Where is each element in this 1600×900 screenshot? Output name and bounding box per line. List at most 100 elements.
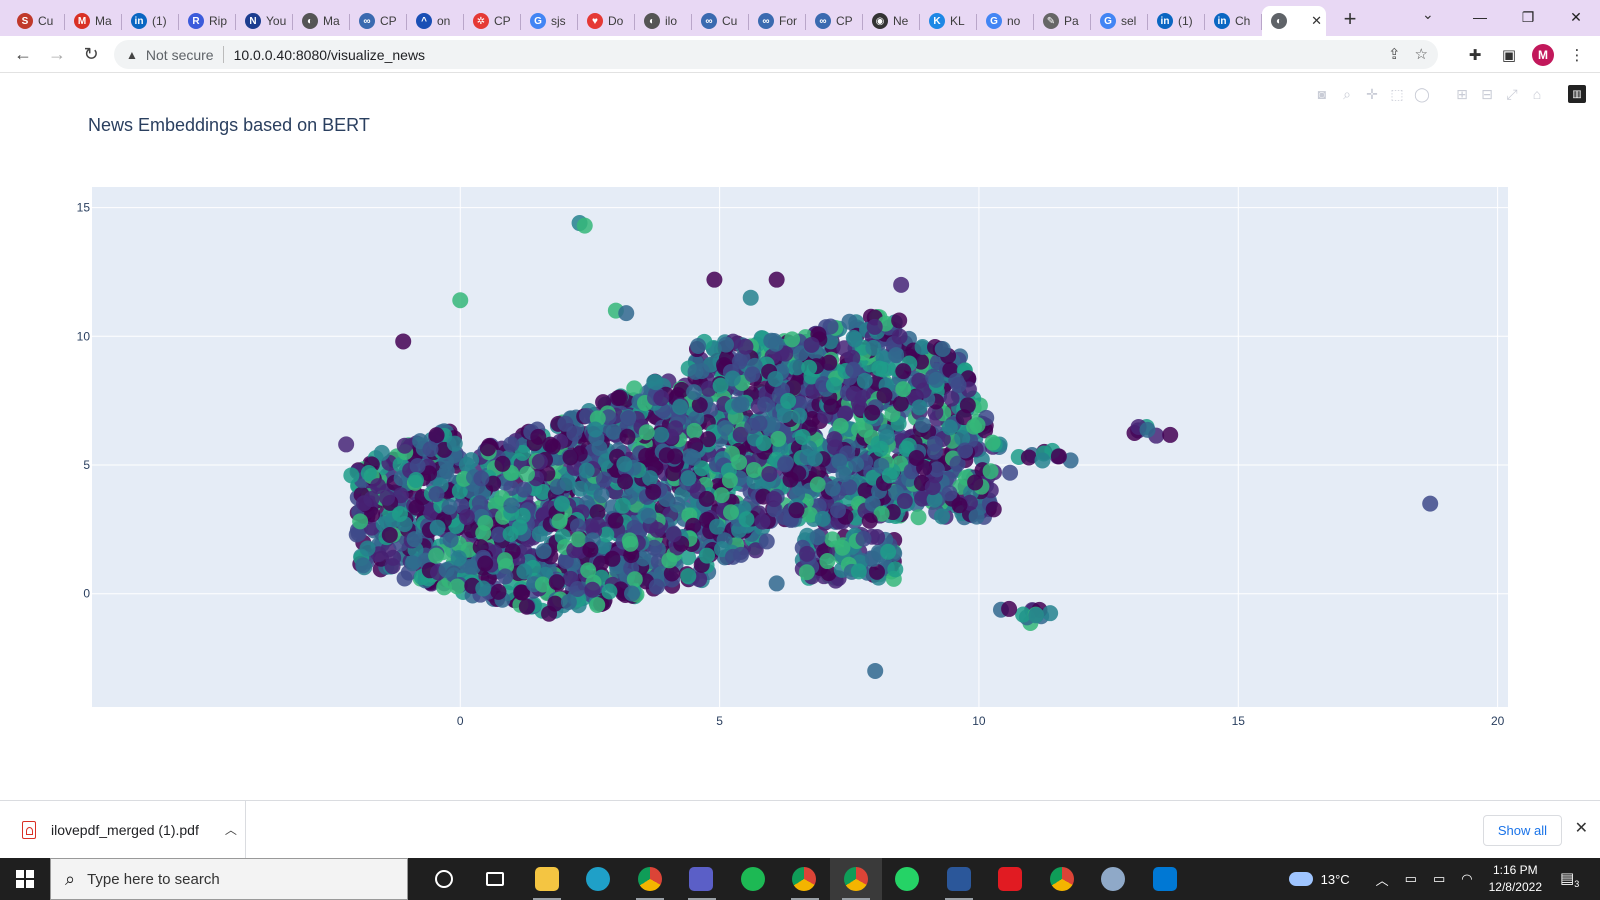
scatter-point[interactable]: [1002, 464, 1019, 481]
scatter-point[interactable]: [866, 318, 883, 335]
scatter-point[interactable]: [895, 381, 912, 398]
scatter-point[interactable]: [955, 409, 972, 426]
scatter-point[interactable]: [700, 431, 717, 448]
scatter-point[interactable]: [373, 444, 390, 461]
scatter-point[interactable]: [934, 340, 951, 357]
scatter-point[interactable]: [738, 511, 755, 528]
scatter-point[interactable]: [409, 458, 426, 475]
task-view-icon[interactable]: [470, 858, 522, 900]
scatter-point[interactable]: [755, 435, 772, 452]
scatter-point[interactable]: [969, 417, 986, 434]
scatter-point[interactable]: [788, 359, 805, 376]
scatter-point[interactable]: [826, 431, 843, 448]
scatter-point[interactable]: [982, 463, 999, 480]
scatter-point[interactable]: [428, 427, 445, 444]
new-tab-button[interactable]: +: [1343, 6, 1357, 31]
tab-14[interactable]: ∞ CP: [806, 6, 863, 36]
scatter-point[interactable]: [948, 372, 965, 389]
scatter-point[interactable]: [616, 456, 633, 473]
chevron-up-icon[interactable]: ︿: [224, 823, 237, 837]
scatter-point[interactable]: [685, 449, 702, 466]
scatter-point[interactable]: [1050, 448, 1067, 465]
scatter-point[interactable]: [653, 390, 670, 407]
scatter-point[interactable]: [717, 420, 734, 437]
scatter-point[interactable]: [614, 497, 631, 514]
scatter-point[interactable]: [624, 585, 641, 602]
scatter-point[interactable]: [572, 480, 589, 497]
show-all-button[interactable]: Show all: [1482, 815, 1562, 846]
scatter-point[interactable]: [593, 487, 610, 504]
chrome-active-icon[interactable]: [830, 858, 882, 900]
scatter-point[interactable]: [784, 331, 801, 348]
scatter-point[interactable]: [864, 404, 881, 421]
scatter-point[interactable]: [754, 513, 771, 530]
scatter-point[interactable]: [595, 471, 612, 488]
scatter-point[interactable]: [503, 479, 520, 496]
zoom-icon[interactable]: ⌕: [1343, 85, 1351, 102]
scatter-point[interactable]: [463, 452, 480, 469]
scatter-point[interactable]: [576, 217, 593, 234]
scatter-point[interactable]: [845, 385, 862, 402]
scatter-point[interactable]: [514, 584, 531, 601]
scatter-point[interactable]: [494, 455, 511, 472]
scatter-point[interactable]: [941, 485, 958, 502]
scatter-point[interactable]: [761, 465, 778, 482]
scatter-point[interactable]: [396, 437, 413, 454]
scatter-point[interactable]: [941, 419, 958, 436]
chevron-up-icon[interactable]: ︿: [1375, 872, 1389, 888]
wifi-icon[interactable]: ◠: [1461, 871, 1473, 886]
scatter-point[interactable]: [926, 491, 943, 508]
scatter-point[interactable]: [841, 313, 858, 330]
scatter-point[interactable]: [490, 583, 507, 600]
scatter-point[interactable]: [928, 371, 945, 388]
tab-1[interactable]: M Ma: [65, 6, 122, 36]
chrome-secondary-icon[interactable]: [1036, 858, 1088, 900]
scatter-point[interactable]: [721, 472, 738, 489]
scatter-point[interactable]: [777, 456, 794, 473]
scatter-point[interactable]: [809, 529, 826, 546]
scatter-point[interactable]: [1034, 452, 1051, 469]
scatter-point[interactable]: [801, 506, 818, 523]
scatter-point[interactable]: [490, 526, 507, 543]
scatter-point[interactable]: [686, 422, 703, 439]
close-window-button[interactable]: ✕: [1570, 8, 1582, 25]
scatter-point[interactable]: [746, 473, 763, 490]
zoom-in-icon[interactable]: ⊞: [1456, 85, 1468, 102]
scatter-point[interactable]: [646, 539, 663, 556]
scatter-point[interactable]: [516, 563, 533, 580]
scatter-point[interactable]: [626, 571, 643, 588]
scatter-point[interactable]: [348, 526, 365, 543]
tab-8[interactable]: ✲ CP: [464, 6, 521, 36]
scatter-point[interactable]: [395, 333, 412, 350]
scatter-point[interactable]: [473, 470, 490, 487]
scatter-point[interactable]: [824, 531, 841, 548]
taskbar-search-input[interactable]: ⌕ Type here to search: [50, 858, 408, 900]
scatter-point[interactable]: [685, 517, 702, 534]
scatter-point[interactable]: [765, 491, 782, 508]
camera-icon[interactable]: ◙: [1317, 86, 1327, 102]
tab-10[interactable]: ♥ Do: [578, 6, 635, 36]
scatter-point[interactable]: [914, 338, 931, 355]
scatter-point[interactable]: [776, 406, 793, 423]
scatter-point[interactable]: [835, 466, 852, 483]
scatter-point[interactable]: [584, 581, 601, 598]
scatter-point[interactable]: [535, 543, 552, 560]
whatsapp-icon[interactable]: [882, 858, 934, 900]
scatter-point[interactable]: [665, 526, 682, 543]
scatter-point[interactable]: [934, 508, 951, 525]
scatter-point[interactable]: [747, 542, 764, 559]
scatter-point[interactable]: [502, 526, 519, 543]
meet-now-icon[interactable]: ▭: [1404, 871, 1417, 886]
scatter-point[interactable]: [1020, 449, 1037, 466]
scatter-point[interactable]: [911, 399, 928, 416]
bookmark-star-icon[interactable]: ☆: [1414, 46, 1428, 63]
scatter-point[interactable]: [893, 276, 910, 293]
cortana-icon[interactable]: [418, 858, 470, 900]
scatter-point[interactable]: [698, 490, 715, 507]
download-item[interactable]: ilovepdf_merged (1).pdf ︿: [0, 800, 246, 859]
scatter-point[interactable]: [848, 456, 865, 473]
scatter-point[interactable]: [801, 359, 818, 376]
scatter-point[interactable]: [436, 579, 453, 596]
